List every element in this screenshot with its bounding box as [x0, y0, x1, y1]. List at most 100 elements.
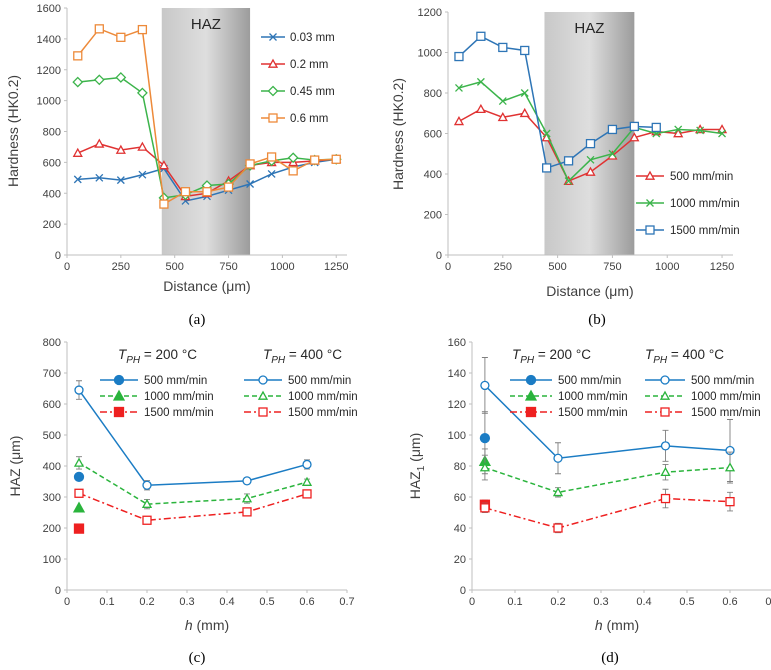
series-line: [484, 384, 731, 460]
data-point: [72, 76, 84, 88]
data-point: [267, 169, 276, 178]
x-tick-label: 0.4: [636, 596, 651, 608]
data-point: [159, 199, 169, 209]
data-point: [479, 462, 491, 472]
x-tick-label: 0: [64, 596, 70, 608]
y-tick-label: 400: [43, 461, 61, 473]
y-tick-label: 1200: [418, 7, 442, 19]
x-tick-label: 0.5: [259, 596, 274, 608]
data-point: [142, 480, 152, 490]
legend-title: TPH = 400 °C: [263, 347, 342, 366]
series-5: [480, 488, 735, 534]
legend-label: 500 mm/min: [144, 375, 207, 387]
data-point: [718, 129, 726, 138]
data-point: [116, 176, 125, 185]
haz-band: [544, 12, 635, 255]
data-point: [73, 175, 82, 184]
data-point: [563, 156, 574, 166]
x-tick-label: 0.2: [550, 596, 565, 608]
legend-marker: [646, 199, 654, 207]
x-tick-label: 1250: [710, 261, 734, 273]
data-point: [245, 159, 255, 169]
data-point: [287, 152, 299, 164]
legend-label: 1000 mm/min: [670, 198, 740, 210]
data-point: [73, 51, 83, 61]
series-line: [78, 389, 308, 486]
data-point: [302, 459, 312, 470]
data-point: [476, 77, 485, 86]
series-4: [479, 451, 736, 498]
x-tick-label: 250: [112, 261, 130, 273]
data-point: [116, 32, 126, 42]
data-point: [302, 489, 312, 499]
legend-label: 1000 mm/min: [288, 391, 358, 403]
series-line: [78, 492, 308, 522]
legend-marker: [659, 390, 671, 400]
panel-label: (a): [189, 312, 206, 328]
legend-label: 1000 mm/min: [691, 391, 761, 403]
chart-b: HAZ 0 250 500 750 1000 1250 0 200 400 600 800 1000 12…: [390, 7, 740, 328]
x-tick-label: 1000: [270, 261, 294, 273]
legend-label: 0.45 mm: [290, 86, 335, 98]
legend-marker: [525, 374, 537, 386]
y-tick-label: 60: [454, 492, 466, 504]
series-0: [73, 471, 85, 483]
data-point: [72, 501, 86, 513]
legend-label: 1500 mm/min: [288, 407, 358, 419]
legend-marker: [267, 58, 279, 68]
y-axis-label: HAZ1 (μm): [407, 433, 427, 500]
x-tick-label: 0: [469, 596, 475, 608]
data-point: [542, 163, 552, 173]
legend-label: 500 mm/min: [288, 375, 351, 387]
x-tick-label: 0.4: [219, 596, 234, 608]
data-point: [674, 125, 683, 134]
y-axis-label: Hardness (HK0.2): [5, 75, 21, 187]
data-point: [115, 72, 127, 83]
x-tick-label: 500: [166, 261, 184, 273]
x-axis-label: Distance (μm): [546, 283, 633, 299]
data-point: [137, 141, 148, 151]
x-tick-label: 500: [548, 261, 566, 273]
x-axis-label: Distance (μm): [163, 278, 250, 294]
data-point: [288, 166, 298, 176]
data-point: [586, 155, 595, 164]
y-tick-label: 400: [43, 188, 61, 200]
data-point: [73, 471, 85, 483]
x-tick-label: 250: [494, 261, 512, 273]
y-tick-label: 1200: [37, 65, 61, 77]
data-point: [95, 173, 104, 182]
data-point: [497, 111, 508, 122]
data-point: [94, 138, 105, 148]
x-tick-label: 0.7: [765, 596, 771, 608]
x-tick-label: 750: [219, 261, 237, 273]
data-point: [629, 121, 639, 132]
data-point: [498, 42, 508, 53]
x-tick-label: 0.1: [507, 596, 522, 608]
x-tick-label: 750: [603, 261, 621, 273]
y-tick-label: 0: [55, 250, 61, 262]
data-point: [136, 87, 148, 99]
series-4: [73, 456, 313, 510]
y-tick-label: 200: [424, 210, 442, 222]
data-point: [453, 116, 465, 126]
data-point: [585, 166, 596, 176]
series-1: [72, 501, 86, 513]
data-point: [301, 476, 313, 486]
legend-marker: [268, 113, 278, 123]
x-tick-label: 0.5: [679, 596, 694, 608]
data-point: [476, 31, 486, 41]
data-point: [115, 144, 126, 154]
series-2: [454, 31, 661, 173]
legend-label: 1500 mm/min: [670, 225, 740, 237]
x-tick-label: 0.6: [722, 596, 737, 608]
y-tick-label: 600: [424, 129, 442, 141]
data-point: [660, 493, 671, 504]
y-tick-label: 1000: [418, 48, 442, 60]
x-tick-label: 0.2: [139, 596, 154, 608]
x-tick-label: 0.7: [339, 596, 354, 608]
legend-label: 1000 mm/min: [558, 391, 628, 403]
legend-title: TPH = 200 °C: [118, 347, 197, 366]
y-tick-label: 1600: [37, 3, 61, 15]
legend-marker: [257, 390, 269, 400]
